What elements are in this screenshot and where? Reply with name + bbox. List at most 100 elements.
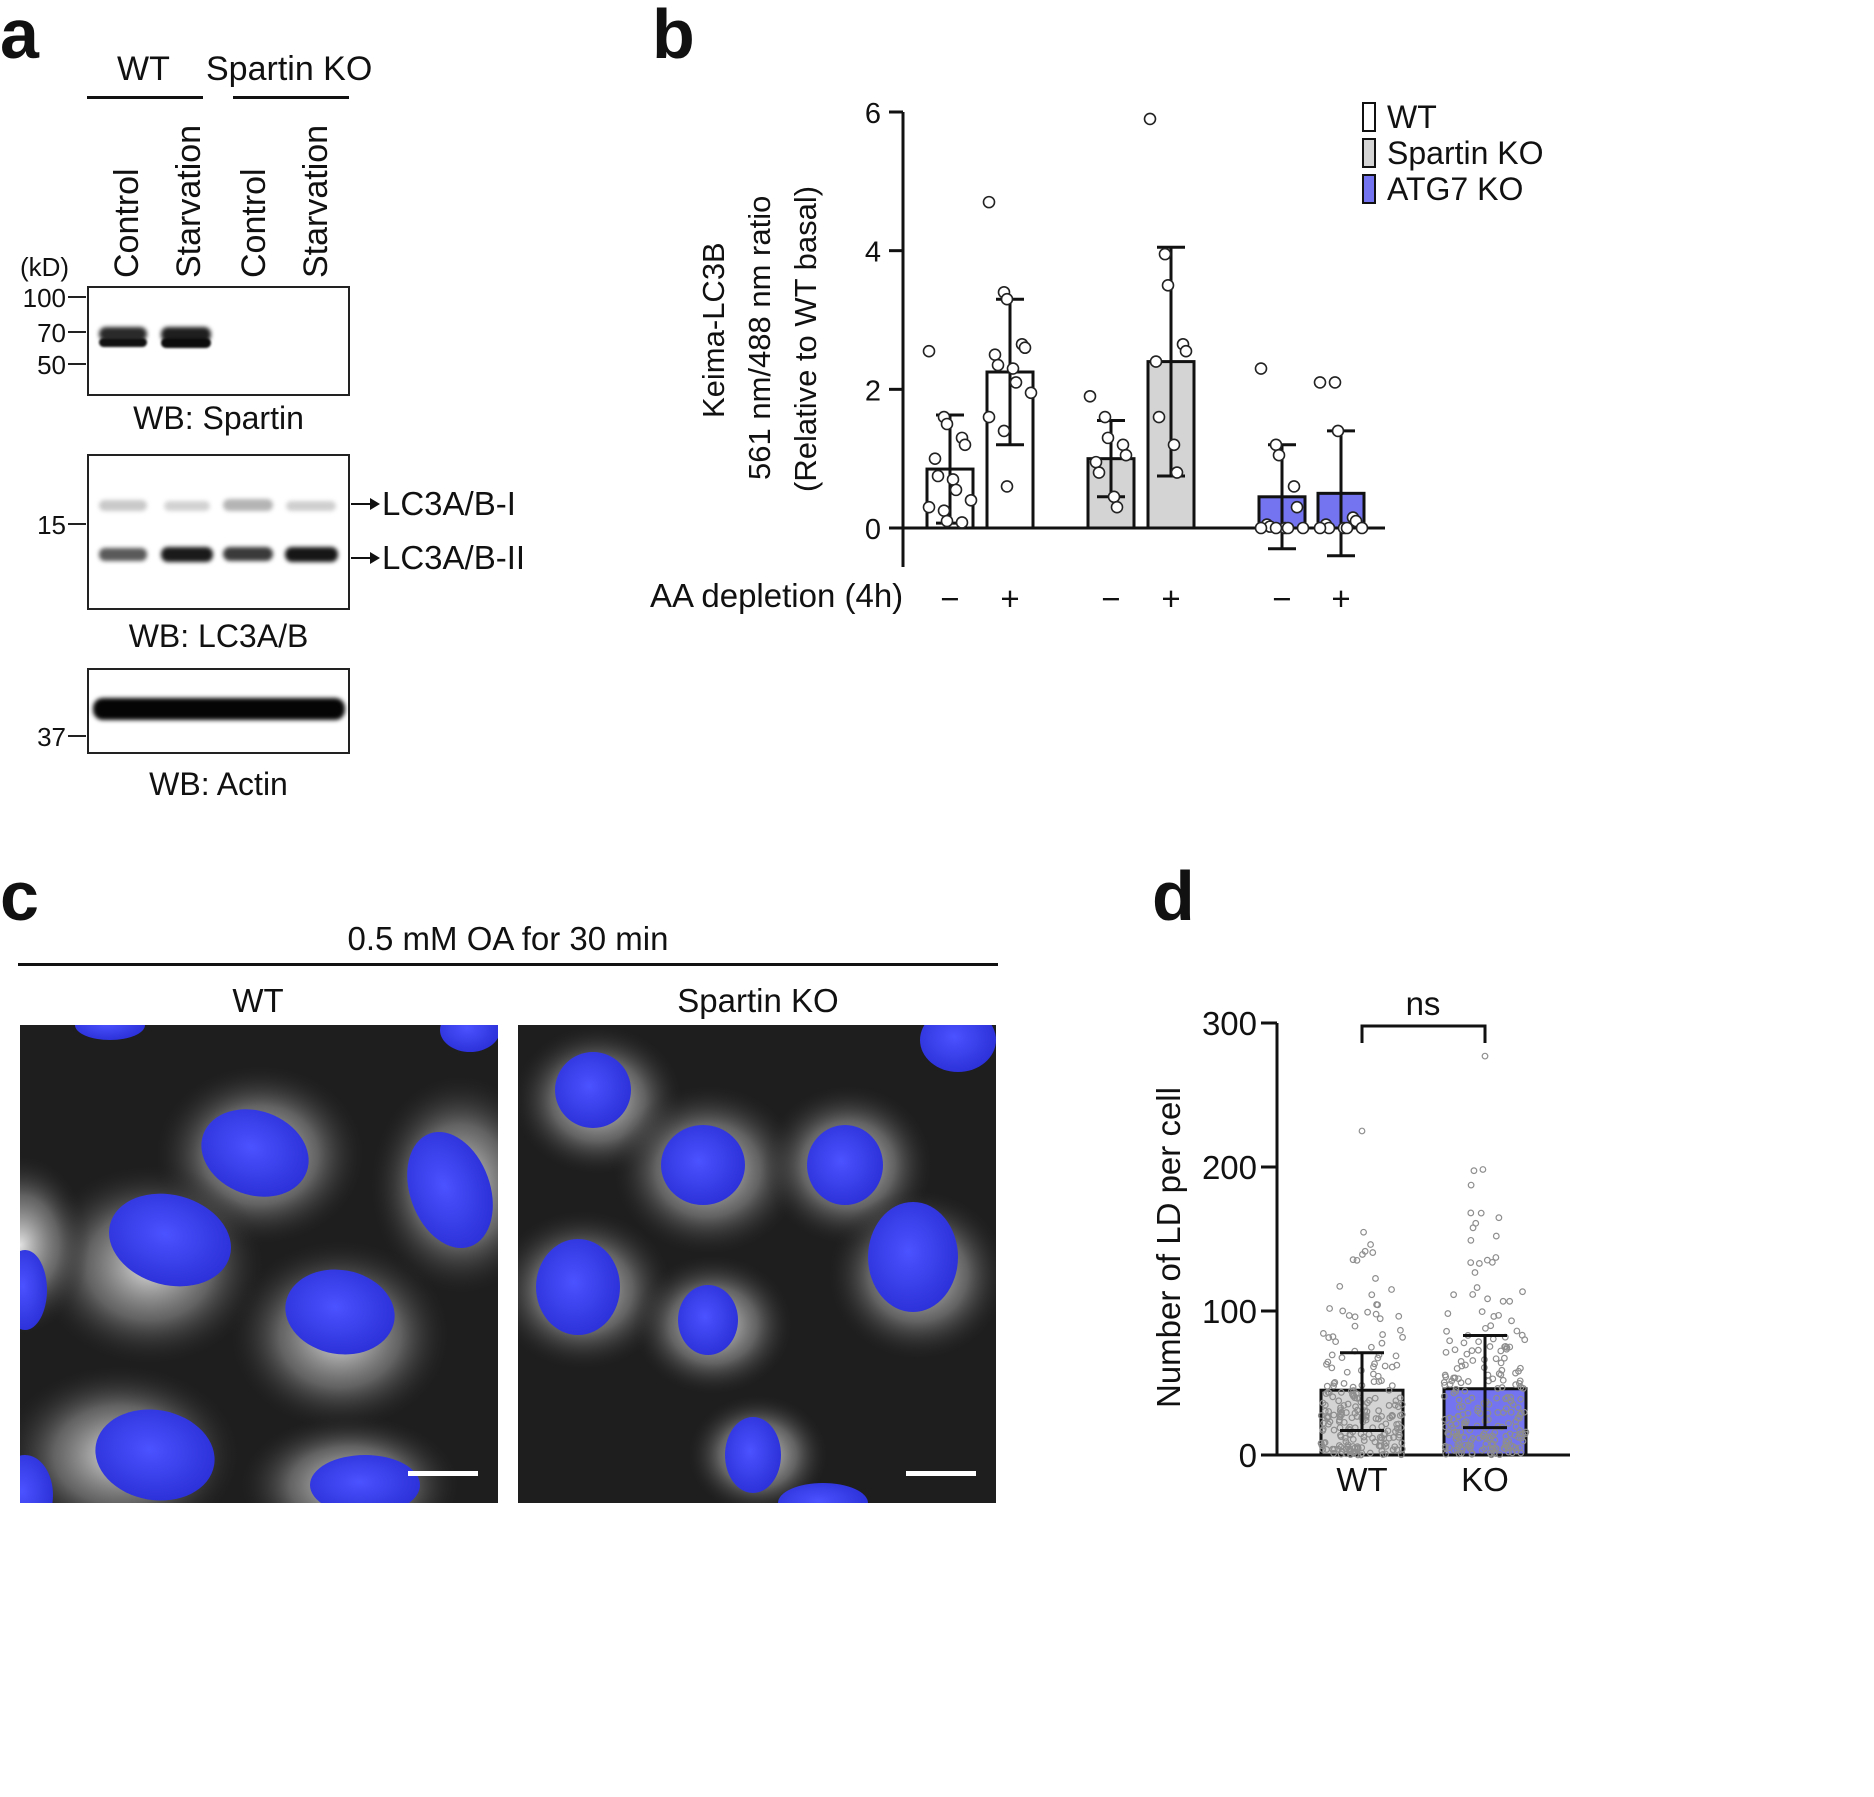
data-point	[1110, 500, 1124, 514]
band	[99, 500, 147, 511]
x-category-label: +	[1331, 580, 1350, 617]
data-point	[1158, 247, 1172, 261]
data-point	[1348, 1414, 1356, 1422]
data-point	[1518, 1434, 1525, 1442]
data-point	[1478, 1446, 1486, 1454]
data-point	[949, 483, 963, 497]
data-point	[1281, 521, 1295, 535]
lane-label-2: Starvation	[170, 124, 208, 278]
data-point	[1519, 1288, 1526, 1296]
marker-tick-15	[68, 523, 86, 525]
data-point	[1351, 1444, 1359, 1452]
data-point	[1477, 1209, 1485, 1217]
panel-label-d: d	[1152, 857, 1195, 935]
data-point	[1490, 1313, 1498, 1320]
marker-50: 50	[37, 350, 66, 380]
data-point	[1370, 1363, 1377, 1371]
data-point	[1355, 521, 1369, 535]
data-point	[1376, 1315, 1384, 1323]
data-point	[1450, 1447, 1458, 1454]
x-category-label: +	[1000, 580, 1019, 617]
data-point	[1360, 1433, 1368, 1441]
panel-label-b: b	[652, 0, 695, 73]
data-point	[1382, 1450, 1389, 1458]
data-point	[1337, 1404, 1344, 1412]
data-point	[1507, 1408, 1515, 1416]
data-point	[1513, 1327, 1521, 1335]
data-point	[1344, 1443, 1352, 1451]
legend-swatch	[1362, 102, 1376, 132]
data-point	[1332, 1338, 1340, 1346]
data-point	[1325, 1334, 1333, 1341]
data-point	[1453, 1428, 1461, 1436]
data-point	[1338, 1354, 1346, 1362]
data-point	[1495, 1311, 1502, 1319]
data-point	[1469, 1291, 1477, 1298]
data-point	[1475, 1260, 1483, 1267]
data-point	[1492, 1355, 1500, 1363]
data-point	[1083, 389, 1097, 403]
data-point	[1464, 1378, 1472, 1385]
data-point	[1385, 1386, 1393, 1394]
data-point	[1455, 1403, 1463, 1411]
data-point	[1467, 1437, 1475, 1445]
data-point	[1340, 521, 1354, 535]
data-point	[1318, 1442, 1326, 1450]
data-point	[1443, 1327, 1450, 1335]
data-point	[1317, 1412, 1325, 1419]
data-point	[1372, 1415, 1380, 1422]
data-point	[1468, 1347, 1476, 1355]
data-point	[1344, 1441, 1352, 1449]
data-point	[1460, 1433, 1468, 1441]
blot-actin	[87, 668, 350, 754]
data-point	[1269, 521, 1283, 535]
data-point	[1509, 1401, 1517, 1408]
data-point	[1254, 521, 1268, 535]
data-point	[1470, 1167, 1478, 1175]
data-point	[1366, 1449, 1374, 1457]
blot-spartin	[87, 286, 350, 396]
chart-b-ylabel-line1: Keima-LC3B	[696, 242, 731, 418]
panel-label-c: c	[0, 857, 39, 935]
data-point	[1452, 1435, 1460, 1443]
data-point	[1330, 1411, 1338, 1419]
data-point	[1358, 1449, 1366, 1457]
data-point	[1358, 1127, 1366, 1135]
data-point	[1321, 1401, 1329, 1409]
data-point	[1330, 1382, 1338, 1390]
data-point	[1367, 1241, 1374, 1248]
y-tick-label: 6	[865, 98, 881, 130]
legend-label: ATG7 KO	[1387, 171, 1523, 207]
data-point	[1343, 1368, 1351, 1376]
data-point	[1338, 1408, 1345, 1416]
data-point	[1516, 1377, 1524, 1385]
data-point	[1489, 1440, 1497, 1448]
data-point	[1452, 1388, 1460, 1395]
y-tick-label: 0	[1239, 1437, 1257, 1474]
data-point	[1330, 1380, 1338, 1387]
data-point	[1337, 1433, 1345, 1441]
data-point	[1442, 1373, 1450, 1381]
data-point	[940, 514, 954, 528]
data-point	[1340, 1380, 1348, 1387]
data-point	[1366, 1396, 1373, 1404]
marker-15: 15	[37, 510, 66, 540]
data-point	[1329, 1446, 1337, 1453]
data-point	[1340, 1418, 1348, 1426]
data-point	[1392, 1352, 1400, 1360]
data-point	[1508, 1317, 1515, 1325]
legend-label: Spartin KO	[1387, 135, 1544, 171]
data-point	[1328, 1351, 1336, 1359]
scale-bar	[408, 1471, 478, 1476]
data-point	[1455, 1439, 1463, 1447]
data-point	[1442, 1450, 1450, 1458]
band-label-lc3-ii: LC3A/B-II	[382, 539, 526, 576]
lane-label-1: Control	[108, 168, 146, 278]
data-point	[1375, 1415, 1382, 1423]
data-point	[1101, 431, 1115, 445]
data-point	[1494, 1385, 1502, 1392]
y-tick-label: 300	[1202, 1005, 1257, 1042]
data-point	[1152, 410, 1166, 424]
data-point	[1442, 1348, 1450, 1356]
